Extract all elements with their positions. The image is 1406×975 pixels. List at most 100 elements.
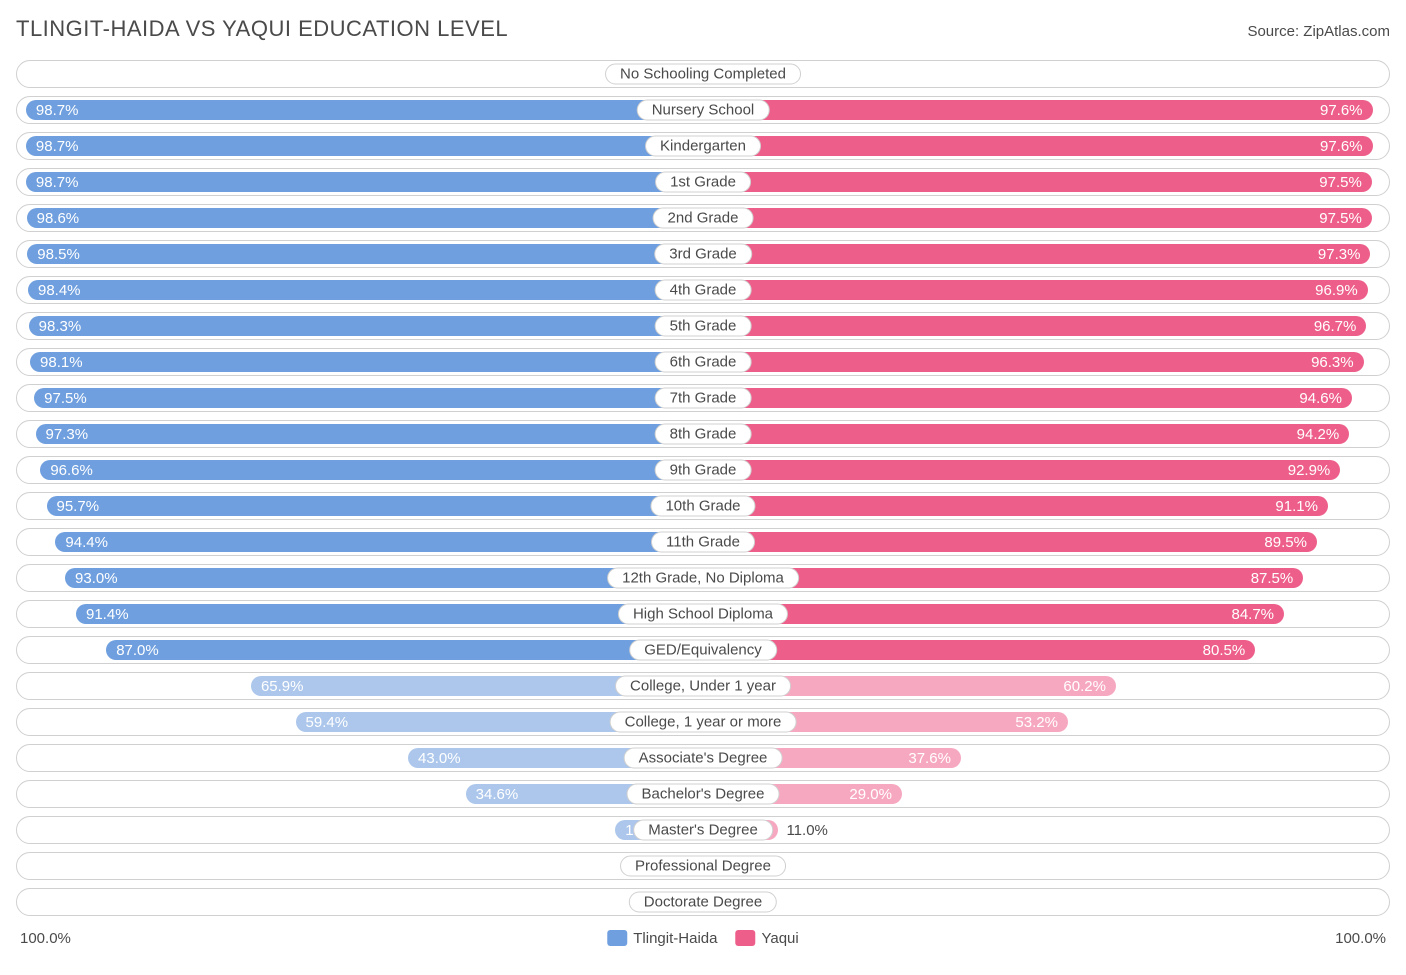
value-label-left: 96.6% [50, 460, 93, 480]
row-half-right: 11.0% [703, 817, 1389, 843]
axis-label-right: 100.0% [1335, 930, 1386, 947]
value-label-left: 98.7% [36, 136, 79, 156]
chart-row: 98.4%96.9%4th Grade [16, 276, 1390, 304]
chart-row: 1.5%2.4%No Schooling Completed [16, 60, 1390, 88]
bar-left: 98.1% [30, 352, 703, 372]
value-label-left: 43.0% [418, 748, 461, 768]
bar-right: 97.6% [703, 100, 1373, 120]
row-half-left: 43.0% [17, 745, 703, 771]
value-label-right: 84.7% [1231, 604, 1274, 624]
bar-left: 98.7% [26, 136, 703, 156]
category-label: Associate's Degree [624, 748, 783, 769]
legend-swatch-left [607, 930, 627, 946]
chart-row: 4.0%3.2%Professional Degree [16, 852, 1390, 880]
category-label: 1st Grade [655, 172, 751, 193]
bar-right: 97.5% [703, 172, 1372, 192]
value-label-left: 87.0% [116, 640, 159, 660]
bar-left: 95.7% [47, 496, 704, 516]
value-label-right: 97.3% [1318, 244, 1361, 264]
value-label-left: 97.3% [46, 424, 89, 444]
chart-row: 1.7%1.5%Doctorate Degree [16, 888, 1390, 916]
row-half-right: 89.5% [703, 529, 1389, 555]
bar-right: 84.7% [703, 604, 1284, 624]
category-label: Nursery School [637, 100, 770, 121]
diverging-bar-chart: TLINGIT-HAIDA VS YAQUI EDUCATION LEVEL S… [16, 16, 1390, 950]
chart-rows: 1.5%2.4%No Schooling Completed98.7%97.6%… [16, 60, 1390, 916]
row-half-left: 98.3% [17, 313, 703, 339]
category-label: No Schooling Completed [605, 64, 801, 85]
row-half-right: 97.3% [703, 241, 1389, 267]
value-label-left: 93.0% [75, 568, 118, 588]
bar-right: 94.6% [703, 388, 1352, 408]
bar-left: 97.3% [36, 424, 703, 444]
category-label: 10th Grade [650, 496, 755, 517]
row-half-right: 96.3% [703, 349, 1389, 375]
bar-left: 96.6% [40, 460, 703, 480]
bar-right: 96.7% [703, 316, 1366, 336]
bar-right: 96.9% [703, 280, 1368, 300]
axis-label-left: 100.0% [20, 930, 71, 947]
chart-title: TLINGIT-HAIDA VS YAQUI EDUCATION LEVEL [16, 16, 508, 42]
row-half-left: 87.0% [17, 637, 703, 663]
category-label: Doctorate Degree [629, 892, 777, 913]
row-half-left: 1.7% [17, 889, 703, 915]
row-half-right: 96.9% [703, 277, 1389, 303]
chart-row: 98.7%97.6%Nursery School [16, 96, 1390, 124]
chart-row: 98.7% 97.6%Kindergarten [16, 132, 1390, 160]
value-label-left: 94.4% [65, 532, 108, 552]
row-half-right: 94.2% [703, 421, 1389, 447]
category-label: Professional Degree [620, 856, 786, 877]
category-label: Kindergarten [645, 136, 761, 157]
row-half-left: 59.4% [17, 709, 703, 735]
value-label-right: 96.3% [1311, 352, 1354, 372]
chart-row: 98.3%96.7%5th Grade [16, 312, 1390, 340]
bar-right: 80.5% [703, 640, 1255, 660]
category-label: 7th Grade [655, 388, 752, 409]
chart-row: 94.4% 89.5%11th Grade [16, 528, 1390, 556]
category-label: 3rd Grade [654, 244, 752, 265]
category-label: High School Diploma [618, 604, 788, 625]
legend: Tlingit-Haida Yaqui [607, 930, 798, 947]
bar-left: 98.7% [26, 100, 703, 120]
row-half-left: 98.4% [17, 277, 703, 303]
value-label-right: 97.5% [1319, 208, 1362, 228]
row-half-right: 84.7% [703, 601, 1389, 627]
category-label: 4th Grade [655, 280, 752, 301]
value-label-left: 97.5% [44, 388, 87, 408]
value-label-right: 96.7% [1314, 316, 1357, 336]
category-label: 9th Grade [655, 460, 752, 481]
chart-row: 65.9%60.2%College, Under 1 year [16, 672, 1390, 700]
category-label: 11th Grade [651, 532, 755, 553]
bar-right: 91.1% [703, 496, 1328, 516]
value-label-left: 98.3% [39, 316, 82, 336]
bar-right: 97.5% [703, 208, 1372, 228]
bar-left: 98.4% [28, 280, 703, 300]
chart-row: 97.5% 94.6% 7th Grade [16, 384, 1390, 412]
row-half-right: 97.6% [703, 133, 1389, 159]
value-label-right: 60.2% [1063, 676, 1106, 696]
chart-row: 91.4% 84.7% High School Diploma [16, 600, 1390, 628]
row-half-right: 97.5% [703, 205, 1389, 231]
value-label-left: 98.7% [36, 172, 79, 192]
row-half-right: 91.1% [703, 493, 1389, 519]
row-half-right: 60.2% [703, 673, 1389, 699]
value-label-left: 59.4% [306, 712, 349, 732]
bar-left: 87.0% [106, 640, 703, 660]
row-half-right: 97.5% [703, 169, 1389, 195]
chart-row: 98.5%97.3%3rd Grade [16, 240, 1390, 268]
bar-right: 92.9% [703, 460, 1340, 480]
row-half-right: 92.9% [703, 457, 1389, 483]
value-label-right: 29.0% [849, 784, 892, 804]
bar-left: 98.7% [26, 172, 703, 192]
category-label: Master's Degree [633, 820, 773, 841]
value-label-right: 94.6% [1299, 388, 1342, 408]
category-label: 8th Grade [655, 424, 752, 445]
row-half-left: 1.5% [17, 61, 703, 87]
bar-right: 97.3% [703, 244, 1370, 264]
row-half-left: 94.4% [17, 529, 703, 555]
chart-row: 34.6%29.0%Bachelor's Degree [16, 780, 1390, 808]
value-label-right: 37.6% [908, 748, 951, 768]
bar-right: 89.5% [703, 532, 1317, 552]
category-label: GED/Equivalency [629, 640, 777, 661]
row-half-left: 91.4% [17, 601, 703, 627]
